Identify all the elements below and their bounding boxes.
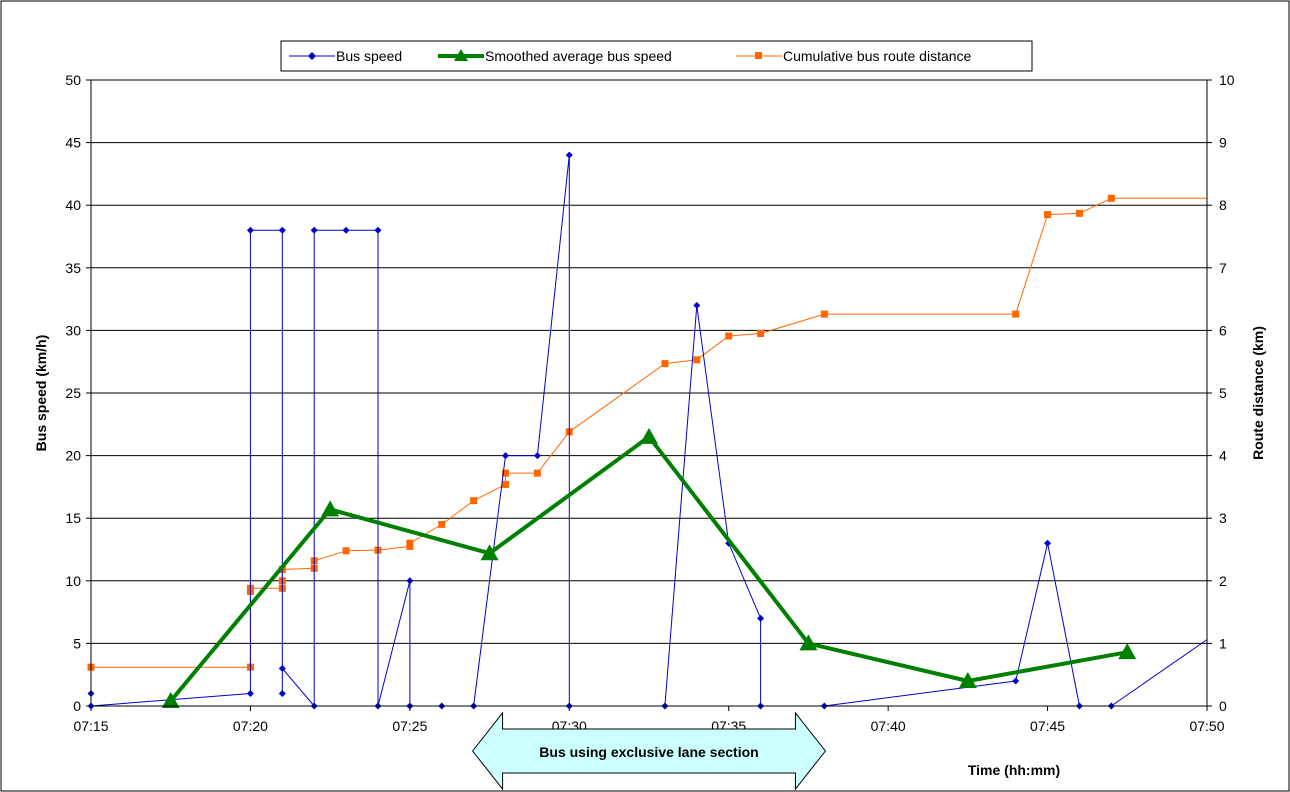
data-point	[820, 310, 828, 318]
data-point	[533, 469, 541, 477]
annotation-label: Bus using exclusive lane section	[539, 744, 758, 760]
data-point	[278, 689, 286, 697]
data-point	[693, 356, 701, 364]
data-point	[757, 330, 765, 338]
data-point	[406, 577, 414, 585]
data-point	[1044, 539, 1052, 547]
x-tick-label: 07:15	[73, 718, 108, 734]
data-point	[565, 151, 573, 159]
data-point	[406, 539, 414, 547]
left-tick-label: 5	[73, 635, 81, 651]
data-point	[246, 226, 254, 234]
legend-marker-bus-speed	[308, 52, 316, 60]
data-point	[1118, 643, 1137, 660]
data-point	[321, 500, 340, 517]
data-point	[342, 547, 350, 555]
right-tick-label: 2	[1219, 573, 1227, 589]
x-tick-label: 07:50	[1189, 718, 1224, 734]
legend-marker-smoothed-speed	[454, 49, 468, 61]
data-point	[502, 452, 510, 460]
left-tick-label: 10	[65, 573, 81, 589]
data-point	[757, 614, 765, 622]
data-point	[480, 544, 499, 561]
series-smoothed-average-bus-speed	[161, 427, 1137, 708]
left-tick-label: 15	[65, 510, 81, 526]
data-point	[374, 226, 382, 234]
data-point	[1107, 194, 1115, 202]
left-tick-label: 40	[65, 197, 81, 213]
data-point	[693, 301, 701, 309]
y-left-axis-title: Bus speed (km/h)	[33, 335, 49, 452]
gridlines	[91, 79, 1207, 644]
left-tick-label: 30	[65, 322, 81, 338]
data-point	[161, 691, 180, 708]
left-tick-label: 0	[73, 698, 81, 714]
left-axis-ticks: 0 5 10 15 20 25 30 35 40 45 50	[65, 72, 91, 714]
data-point	[438, 520, 446, 528]
data-point	[1012, 310, 1020, 318]
left-tick-label: 35	[65, 260, 81, 276]
data-point	[1012, 677, 1020, 685]
data-point	[310, 226, 318, 234]
legend-box	[280, 40, 1033, 72]
data-point	[533, 452, 541, 460]
legend-label-smoothed-speed: Smoothed average bus speed	[485, 48, 672, 64]
data-point	[799, 634, 818, 651]
data-point	[502, 469, 510, 477]
x-tick-label: 07:40	[871, 718, 906, 734]
y-right-axis-title: Route distance (km)	[1250, 326, 1266, 460]
data-point	[470, 497, 478, 505]
data-point	[640, 427, 658, 444]
legend-item-cumulative-distance: Cumulative bus route distance	[736, 48, 972, 64]
data-point	[278, 226, 286, 234]
left-tick-label: 25	[65, 385, 81, 401]
data-point	[246, 689, 254, 697]
exclusive-lane-annotation: Bus using exclusive lane section	[471, 711, 827, 791]
legend-item-smoothed-speed: Smoothed average bus speed	[438, 48, 672, 64]
legend-label-cumulative-distance: Cumulative bus route distance	[783, 48, 972, 64]
data-point	[1044, 211, 1052, 219]
left-tick-label: 45	[65, 135, 81, 151]
data-point	[661, 360, 669, 368]
right-tick-label: 9	[1219, 135, 1227, 151]
right-tick-label: 8	[1219, 197, 1227, 213]
right-axis-ticks: 0 1 2 3 4 5 6 7 8 9 10	[1207, 72, 1235, 714]
legend-marker-cumulative-distance	[755, 52, 762, 59]
data-point	[342, 226, 350, 234]
right-tick-label: 1	[1219, 635, 1227, 651]
data-point	[725, 332, 733, 340]
x-tick-label: 07:20	[233, 718, 268, 734]
double-arrow-shape	[471, 711, 827, 791]
right-tick-label: 3	[1219, 510, 1227, 526]
right-tick-label: 4	[1219, 448, 1227, 464]
data-point	[502, 480, 510, 488]
x-tick-label: 07:25	[392, 718, 427, 734]
data-point	[278, 664, 286, 672]
left-tick-label: 50	[65, 72, 81, 88]
data-point	[1075, 209, 1083, 217]
right-tick-label: 6	[1219, 322, 1227, 338]
legend-item-bus-speed: Bus speed	[289, 48, 402, 64]
legend: Bus speed Smoothed average bus speed Cum…	[280, 40, 1033, 72]
x-tick-label: 07:45	[1030, 718, 1065, 734]
right-tick-label: 0	[1219, 698, 1227, 714]
legend-label-bus-speed: Bus speed	[336, 48, 402, 64]
left-tick-label: 20	[65, 448, 81, 464]
right-tick-label: 10	[1219, 72, 1235, 88]
data-point	[958, 671, 977, 688]
x-axis-title: Time (hh:mm)	[968, 762, 1060, 778]
right-tick-label: 7	[1219, 260, 1227, 276]
right-tick-label: 5	[1219, 385, 1227, 401]
